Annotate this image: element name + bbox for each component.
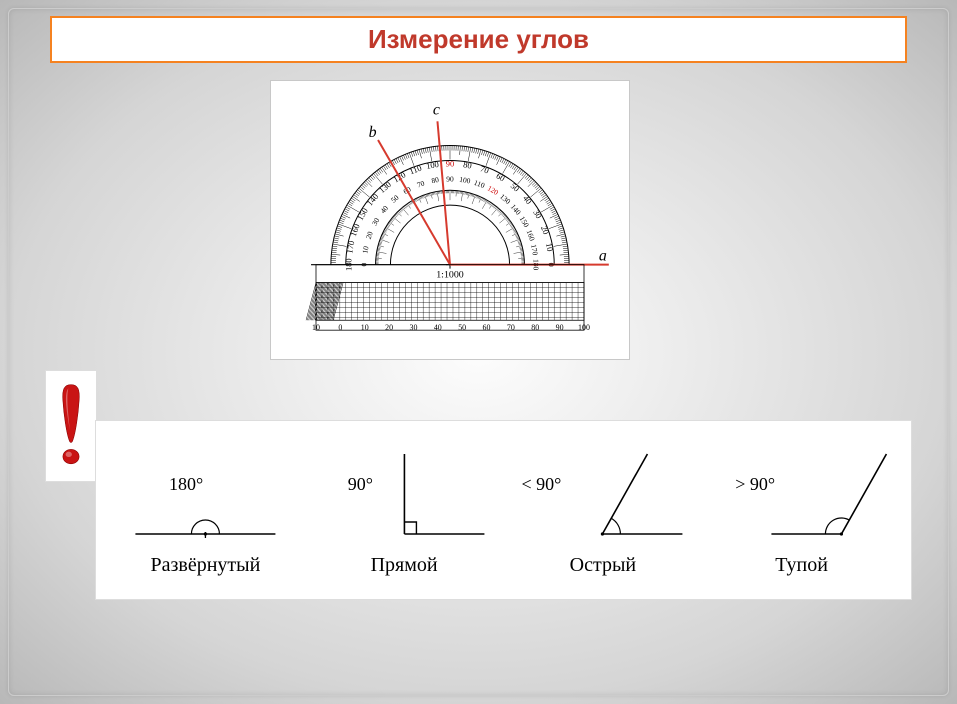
svg-text:40: 40 — [434, 323, 442, 332]
protractor-svg: 0180101702016030150401405013060120701108… — [276, 86, 624, 354]
angle-caption: Развёрнутый — [150, 554, 260, 577]
svg-text:10: 10 — [312, 323, 320, 332]
svg-text:30: 30 — [409, 323, 417, 332]
svg-text:50: 50 — [389, 193, 401, 205]
svg-text:1:1000: 1:1000 — [436, 270, 464, 281]
angle-cell-right: 90° Прямой — [313, 444, 496, 577]
degree-label: 90° — [348, 474, 373, 495]
angle-types-row: 180° Развёрнутый 90° Прямой < 90° Острый… — [95, 420, 912, 600]
degree-label: 180° — [169, 474, 203, 495]
degree-label: > 90° — [735, 474, 775, 495]
angle-diagram-obtuse: > 90° — [710, 444, 893, 554]
angle-cell-straight: 180° Развёрнутый — [114, 444, 297, 577]
svg-text:0: 0 — [338, 323, 342, 332]
title-text: Измерение углов — [368, 24, 589, 54]
svg-text:b: b — [369, 124, 377, 141]
svg-text:130: 130 — [377, 179, 393, 195]
svg-text:160: 160 — [525, 229, 537, 243]
svg-text:160: 160 — [348, 222, 362, 237]
svg-text:80: 80 — [463, 159, 473, 170]
svg-text:50: 50 — [458, 323, 466, 332]
angle-diagram-acute: < 90° — [511, 444, 694, 554]
svg-text:30: 30 — [370, 216, 382, 227]
svg-text:30: 30 — [531, 208, 544, 220]
svg-text:60: 60 — [494, 171, 506, 184]
svg-text:70: 70 — [507, 323, 515, 332]
svg-text:100: 100 — [578, 323, 590, 332]
svg-text:40: 40 — [521, 193, 534, 206]
svg-text:70: 70 — [416, 178, 426, 189]
svg-text:40: 40 — [378, 204, 390, 216]
svg-text:100: 100 — [459, 175, 472, 186]
svg-text:a: a — [599, 248, 607, 265]
angle-diagram-straight: 180° — [114, 444, 297, 554]
svg-text:60: 60 — [483, 323, 491, 332]
svg-text:20: 20 — [364, 230, 375, 240]
angle-caption: Тупой — [775, 554, 828, 577]
svg-text:150: 150 — [518, 215, 532, 229]
svg-text:80: 80 — [531, 323, 539, 332]
exclamation-box — [45, 370, 97, 482]
degree-label: < 90° — [521, 474, 561, 495]
angle-caption: Острый — [570, 554, 636, 577]
angle-caption: Прямой — [371, 554, 438, 577]
angle-cell-acute: < 90° Острый — [511, 444, 694, 577]
protractor-image: 0180101702016030150401405013060120701108… — [270, 80, 630, 360]
svg-text:90: 90 — [446, 158, 454, 168]
svg-text:20: 20 — [385, 323, 393, 332]
slide-title: Измерение углов — [50, 16, 907, 63]
svg-text:10: 10 — [360, 245, 370, 254]
angle-diagram-right: 90° — [313, 444, 496, 554]
svg-text:10: 10 — [544, 242, 555, 252]
svg-text:140: 140 — [509, 202, 523, 217]
svg-text:50: 50 — [509, 181, 522, 194]
svg-text:140: 140 — [365, 192, 381, 208]
svg-text:90: 90 — [556, 323, 564, 332]
svg-text:170: 170 — [344, 240, 356, 254]
svg-text:c: c — [433, 101, 440, 118]
svg-text:130: 130 — [498, 192, 513, 206]
svg-text:110: 110 — [473, 178, 487, 190]
svg-text:170: 170 — [529, 243, 540, 256]
svg-text:80: 80 — [431, 175, 440, 185]
svg-text:10: 10 — [361, 323, 369, 332]
svg-text:90: 90 — [446, 174, 454, 183]
svg-text:120: 120 — [486, 184, 500, 198]
exclamation-icon — [53, 380, 89, 472]
angle-cell-obtuse: > 90° Тупой — [710, 444, 893, 577]
svg-text:100: 100 — [425, 159, 439, 171]
svg-text:150: 150 — [355, 206, 370, 222]
